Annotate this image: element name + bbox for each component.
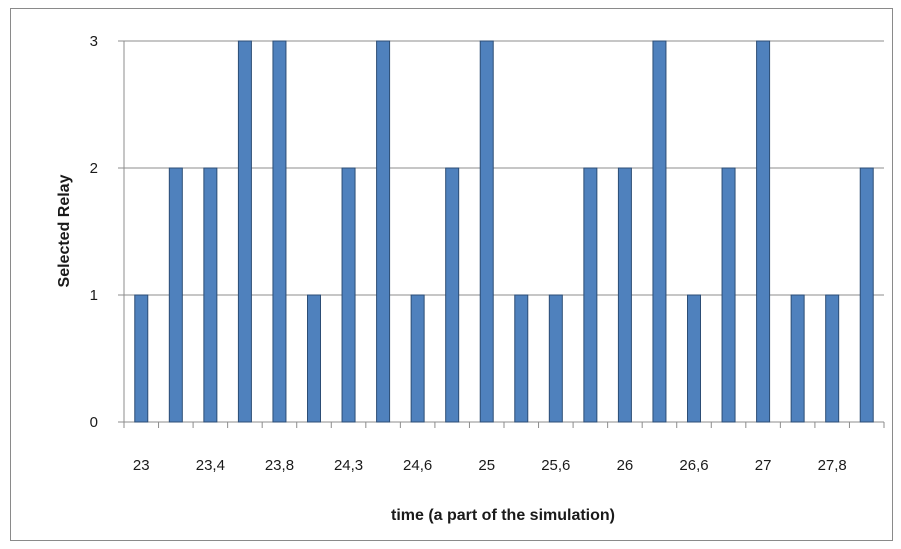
y-tick-label: 3 (90, 33, 98, 50)
bar (652, 40, 667, 423)
bar (341, 167, 356, 423)
y-tick-label: 2 (90, 160, 98, 177)
x-axis-title: time (a part of the simulation) (391, 507, 615, 524)
bar (721, 167, 736, 423)
bar (859, 167, 874, 423)
x-tick-label: 27 (755, 457, 772, 474)
x-tick-label: 23,8 (265, 457, 294, 474)
bar (203, 167, 218, 423)
bar (445, 167, 460, 423)
bar (376, 40, 391, 423)
bar (479, 40, 494, 423)
y-tick-label: 1 (90, 287, 98, 304)
x-tick-label: 23 (133, 457, 150, 474)
y-tick-labels: 0 1 2 3 (90, 33, 98, 431)
bar (687, 294, 701, 423)
y-axis-title: Selected Relay (56, 174, 73, 287)
bar (410, 294, 425, 423)
x-tick-label: 27,8 (818, 457, 847, 474)
x-tick-label: 24,6 (403, 457, 432, 474)
bar (756, 40, 771, 423)
x-tick-labels: 23 23,4 23,8 24,3 24,6 25 25,6 26 26,6 27 27,8 (133, 457, 847, 474)
bar (583, 167, 598, 423)
x-tick-label: 26,6 (679, 457, 708, 474)
bar (548, 294, 563, 423)
x-tick-label: 25 (478, 457, 495, 474)
x-tick-label: 26 (617, 457, 634, 474)
bar (134, 294, 149, 423)
bar (237, 40, 252, 423)
bar (790, 294, 805, 423)
x-tick-label: 23,4 (196, 457, 225, 474)
bar (168, 167, 183, 423)
bar (825, 294, 840, 423)
x-tick-label: 24,3 (334, 457, 363, 474)
bar (272, 40, 287, 423)
bar (514, 294, 529, 423)
bar (617, 167, 632, 423)
bars (134, 40, 874, 423)
y-tick-label: 0 (90, 414, 98, 431)
bar (307, 294, 321, 423)
x-tick-label: 25,6 (541, 457, 570, 474)
